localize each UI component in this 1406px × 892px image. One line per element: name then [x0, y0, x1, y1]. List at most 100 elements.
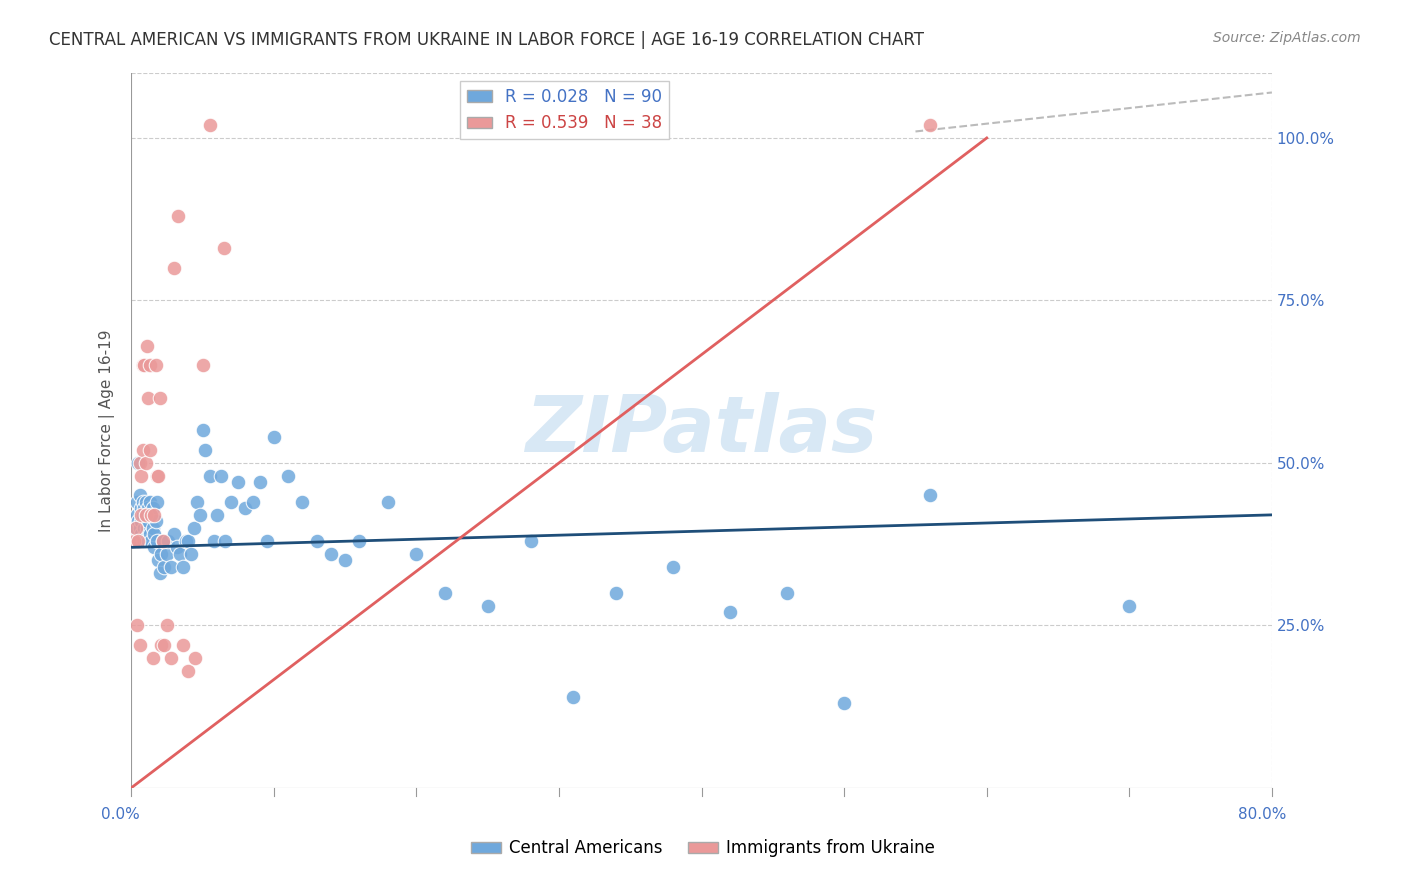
Point	[832, 696, 855, 710]
Point	[377, 495, 399, 509]
Point	[349, 533, 371, 548]
Point	[605, 586, 627, 600]
Point	[138, 514, 160, 528]
Point	[145, 514, 167, 528]
Point	[202, 533, 225, 548]
Point	[219, 495, 242, 509]
Point	[143, 508, 166, 522]
Point	[166, 541, 188, 555]
Point	[188, 508, 211, 522]
Point	[172, 559, 194, 574]
Point	[131, 508, 153, 522]
Point	[291, 495, 314, 509]
Point	[191, 423, 214, 437]
Point	[212, 242, 235, 256]
Point	[150, 547, 173, 561]
Point	[191, 359, 214, 373]
Point	[562, 690, 585, 704]
Point	[149, 391, 172, 405]
Text: Source: ZipAtlas.com: Source: ZipAtlas.com	[1213, 31, 1361, 45]
Point	[169, 547, 191, 561]
Point	[143, 527, 166, 541]
Point	[138, 501, 160, 516]
Point	[172, 638, 194, 652]
Point	[198, 118, 221, 132]
Point	[131, 514, 153, 528]
Point	[149, 566, 172, 581]
Point	[139, 359, 162, 373]
Point	[163, 527, 186, 541]
Point	[125, 508, 148, 522]
Point	[141, 508, 163, 522]
Point	[152, 533, 174, 548]
Point	[134, 359, 156, 373]
Point	[167, 209, 190, 223]
Point	[209, 468, 232, 483]
Text: ZIPatlas: ZIPatlas	[526, 392, 877, 468]
Point	[122, 533, 145, 548]
Point	[177, 664, 200, 678]
Point	[142, 521, 165, 535]
Point	[124, 533, 146, 548]
Point	[135, 456, 157, 470]
Point	[776, 586, 799, 600]
Point	[160, 559, 183, 574]
Point	[134, 533, 156, 548]
Point	[132, 495, 155, 509]
Point	[131, 527, 153, 541]
Point	[335, 553, 357, 567]
Point	[125, 618, 148, 632]
Point	[143, 541, 166, 555]
Point	[142, 650, 165, 665]
Point	[157, 533, 180, 548]
Point	[132, 442, 155, 457]
Point	[127, 533, 149, 548]
Point	[156, 618, 179, 632]
Point	[146, 495, 169, 509]
Point	[174, 533, 197, 548]
Point	[141, 508, 163, 522]
Point	[134, 521, 156, 535]
Point	[519, 533, 541, 548]
Y-axis label: In Labor Force | Age 16-19: In Labor Force | Age 16-19	[100, 329, 115, 532]
Point	[139, 442, 162, 457]
Point	[177, 533, 200, 548]
Legend: R = 0.028   N = 90, R = 0.539   N = 38: R = 0.028 N = 90, R = 0.539 N = 38	[460, 81, 669, 139]
Point	[156, 547, 179, 561]
Point	[135, 514, 157, 528]
Point	[142, 501, 165, 516]
Point	[127, 514, 149, 528]
Point	[138, 533, 160, 548]
Point	[148, 468, 170, 483]
Point	[160, 650, 183, 665]
Point	[184, 650, 207, 665]
Point	[125, 495, 148, 509]
Point	[135, 508, 157, 522]
Point	[122, 521, 145, 535]
Point	[134, 501, 156, 516]
Point	[152, 533, 174, 548]
Point	[183, 521, 205, 535]
Point	[127, 533, 149, 548]
Point	[205, 508, 228, 522]
Point	[242, 495, 264, 509]
Point	[148, 553, 170, 567]
Point	[477, 599, 499, 613]
Point	[132, 359, 155, 373]
Point	[138, 391, 160, 405]
Point	[139, 495, 162, 509]
Point	[135, 533, 157, 548]
Point	[277, 468, 299, 483]
Point	[131, 501, 153, 516]
Point	[127, 456, 149, 470]
Point	[150, 638, 173, 652]
Point	[128, 456, 150, 470]
Point	[132, 533, 155, 548]
Text: 0.0%: 0.0%	[101, 807, 141, 822]
Point	[718, 605, 741, 619]
Point	[163, 260, 186, 275]
Point	[146, 468, 169, 483]
Point	[918, 488, 941, 502]
Point	[918, 118, 941, 132]
Point	[180, 547, 202, 561]
